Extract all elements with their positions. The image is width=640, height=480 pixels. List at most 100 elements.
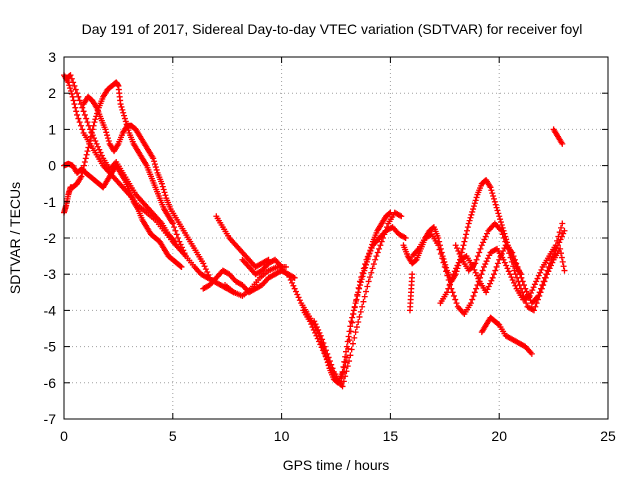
data-point — [354, 291, 361, 298]
data-point — [537, 269, 544, 276]
data-point — [121, 115, 128, 122]
data-point — [349, 319, 356, 326]
data-point — [80, 166, 87, 173]
data-point — [471, 266, 478, 273]
data-point — [450, 271, 457, 278]
data-point — [530, 284, 537, 291]
data-point — [352, 329, 359, 336]
data-point — [160, 186, 167, 193]
data-point — [514, 274, 521, 281]
data-point — [559, 140, 566, 147]
data-point — [292, 288, 299, 295]
data-point — [455, 248, 462, 255]
data-point — [83, 115, 90, 122]
data-point — [351, 304, 358, 311]
data-point — [472, 197, 479, 204]
y-tick-label: 0 — [48, 158, 56, 174]
data-point — [320, 339, 327, 346]
data-point — [357, 308, 364, 315]
data-point — [81, 111, 88, 118]
data-point — [532, 303, 539, 310]
series-11 — [311, 224, 409, 386]
x-tick-label: 25 — [600, 428, 616, 444]
data-point — [88, 130, 95, 137]
data-point — [172, 227, 179, 234]
x-axis-title: GPS time / hours — [283, 457, 390, 473]
data-point — [556, 239, 563, 246]
data-point — [472, 260, 479, 267]
data-point — [152, 164, 159, 171]
data-point — [450, 292, 457, 299]
data-point — [524, 291, 531, 298]
data-point — [177, 263, 184, 270]
data-point — [457, 253, 464, 260]
series-15 — [452, 220, 568, 314]
data-point — [341, 358, 348, 365]
data-point — [150, 155, 157, 162]
data-point — [467, 214, 474, 221]
data-point — [90, 122, 97, 129]
data-point — [325, 354, 332, 361]
data-point — [534, 275, 541, 282]
data-point — [536, 292, 543, 299]
data-point — [443, 268, 450, 275]
data-point — [507, 254, 514, 261]
data-point — [546, 265, 553, 272]
data-point — [517, 285, 524, 292]
data-point — [498, 221, 505, 228]
data-point — [512, 282, 519, 289]
data-point — [513, 260, 520, 267]
x-tick-label: 10 — [274, 428, 290, 444]
data-point — [91, 119, 98, 126]
data-point — [89, 126, 96, 133]
data-point — [68, 90, 75, 97]
data-point — [478, 242, 485, 249]
data-point — [69, 93, 76, 100]
data-point — [459, 245, 466, 252]
series-2 — [61, 160, 185, 270]
data-point — [84, 119, 91, 126]
data-point — [71, 82, 78, 89]
y-tick-label: -3 — [44, 266, 57, 282]
data-point — [473, 285, 480, 292]
y-axis-title: SDTVAR / TECUs — [7, 182, 23, 294]
data-point — [453, 265, 460, 272]
data-point — [350, 311, 357, 318]
data-point — [351, 334, 358, 341]
data-point — [151, 158, 158, 165]
data-point — [285, 271, 292, 278]
data-point — [86, 140, 93, 147]
data-point — [470, 206, 477, 213]
data-point — [79, 104, 86, 111]
data-point — [541, 278, 548, 285]
data-point — [119, 106, 126, 113]
data-point — [75, 115, 82, 122]
data-point — [359, 303, 366, 310]
data-point — [353, 324, 360, 331]
data-point — [534, 296, 541, 303]
data-point — [531, 307, 538, 314]
data-point — [443, 289, 450, 296]
data-point — [82, 155, 89, 162]
data-point — [492, 201, 499, 208]
grid — [64, 57, 608, 419]
data-point — [204, 269, 211, 276]
data-point — [314, 335, 321, 342]
data-point — [357, 279, 364, 286]
data-point — [515, 278, 522, 285]
data-point — [557, 245, 564, 252]
data-point — [535, 272, 542, 279]
data-point — [477, 245, 484, 252]
data-point — [158, 180, 165, 187]
data-point — [66, 82, 73, 89]
series-4 — [80, 93, 213, 281]
data-point — [363, 261, 370, 268]
data-point — [511, 267, 518, 274]
data-point — [153, 166, 160, 173]
data-point — [377, 242, 384, 249]
data-point — [364, 253, 371, 260]
data-point — [341, 364, 348, 371]
data-point — [455, 259, 462, 266]
data-point — [510, 253, 517, 260]
data-point — [474, 253, 481, 260]
